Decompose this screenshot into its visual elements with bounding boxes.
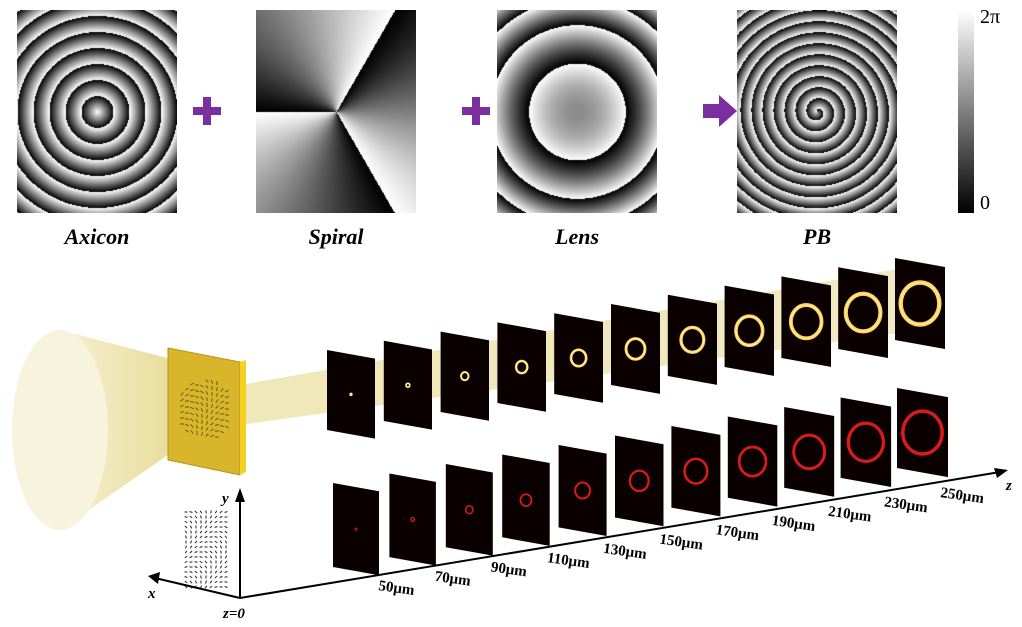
lens-label: Lens: [555, 224, 599, 249]
plus-icon: [193, 97, 221, 125]
intensity-frame-bottom: [502, 454, 550, 546]
intensity-ring: [519, 493, 533, 508]
axicon-label: Axicon: [64, 224, 130, 249]
z-axis-label: z: [1005, 478, 1012, 494]
intensity-frame-bottom: [671, 426, 721, 517]
z-axis-arrow: [994, 468, 1008, 478]
z-position-label: 70µm: [434, 569, 473, 590]
intensity-frame-bottom: [840, 397, 892, 487]
origin-label: z=0: [222, 606, 245, 622]
z-position-label: 250µm: [939, 485, 985, 507]
x-axis-label: x: [147, 586, 156, 602]
z-position-label: 190µm: [771, 513, 817, 535]
metasurface-plate: [167, 347, 241, 476]
spiral-label: Spiral: [308, 224, 364, 249]
z-position-label: 230µm: [883, 494, 929, 516]
z-position-label: 110µm: [546, 550, 591, 572]
pb-phase-panel: [737, 10, 897, 213]
colorbar: [958, 10, 974, 213]
intensity-frame-bottom: [445, 464, 493, 556]
colorbar-max-label: 2π: [980, 6, 1001, 28]
intensity-ring: [574, 481, 592, 500]
z-position-label: 90µm: [490, 560, 529, 581]
intensity-frame-top: [895, 258, 945, 349]
intensity-ring: [792, 433, 827, 471]
intensity-frame-bottom: [333, 483, 379, 576]
pb-label: PB: [802, 224, 832, 249]
intensity-frame-top: [667, 294, 717, 385]
z-position-label: 210µm: [827, 504, 873, 526]
intensity-ring: [464, 505, 474, 515]
intensity-frame-bottom: [727, 416, 778, 507]
z-position-label: 130µm: [602, 541, 648, 563]
intensity-frame-bottom: [897, 388, 948, 478]
colorbar-min-label: 0: [980, 192, 990, 214]
intensity-frame-top: [497, 322, 546, 412]
intensity-frame-top: [838, 267, 888, 358]
axicon-phase-panel: [17, 10, 177, 213]
intensity-frame-bottom: [558, 445, 607, 537]
intensity-frame-bottom: [615, 435, 664, 527]
x-axis: [154, 577, 241, 599]
intensity-frame-top: [781, 276, 831, 367]
z-position-label: 50µm: [377, 578, 416, 599]
intensity-frame-top: [554, 313, 603, 403]
z-position-label: 170µm: [715, 522, 761, 544]
spiral-phase-panel: [256, 10, 416, 213]
intensity-ring: [846, 421, 886, 463]
arrow-right-icon: [703, 95, 737, 127]
intensity-ring: [354, 527, 358, 531]
intensity-frame-top: [611, 304, 660, 394]
z-position-label: 150µm: [658, 532, 704, 554]
x-axis-arrow: [148, 572, 160, 584]
intensity-frame-top: [724, 285, 774, 376]
intensity-frame-top: [327, 350, 375, 439]
y-axis-label: y: [220, 491, 229, 507]
intensity-ring: [410, 516, 416, 523]
intensity-frame-bottom: [389, 473, 436, 566]
intensity-ring: [737, 445, 768, 478]
input-beam-face: [12, 330, 108, 530]
intensity-ring: [683, 457, 709, 485]
intensity-ring: [901, 409, 944, 456]
intensity-ring: [628, 469, 650, 493]
lens-phase-panel: [497, 10, 657, 213]
y-axis-arrow: [235, 488, 245, 502]
intensity-frame-bottom: [784, 407, 835, 497]
metasurface-pattern-inset: [184, 510, 228, 589]
plus-icon: [462, 97, 490, 125]
intensity-frame-top: [440, 331, 489, 421]
intensity-frame-top: [383, 340, 432, 430]
z-axis: [239, 471, 1001, 599]
